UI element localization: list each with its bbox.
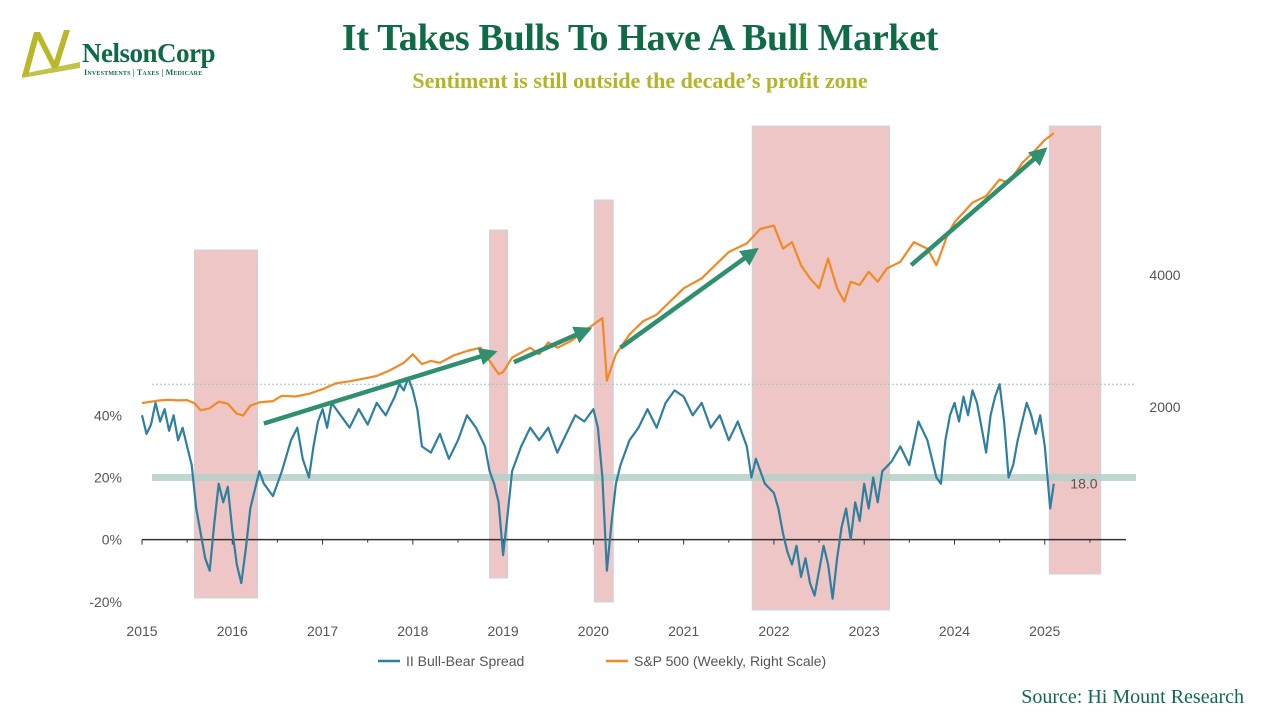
logo-tagline: Investments | Taxes | Medicare	[84, 68, 203, 77]
shaded-period	[751, 125, 890, 611]
shaded-period	[1048, 125, 1102, 575]
y-right-tick-label: 4000	[1149, 267, 1180, 283]
x-tick-label: 2017	[307, 623, 338, 639]
legend: II Bull-Bear Spread S&P 500 (Weekly, Righ…	[378, 653, 826, 669]
page-subtitle: Sentiment is still outside the decade’s …	[412, 68, 868, 93]
shaded-periods	[193, 125, 1102, 611]
x-tick-label: 2023	[849, 623, 880, 639]
x-tick-label: 2021	[668, 623, 699, 639]
latest-value-label: 18.0	[1070, 476, 1097, 492]
trend-arrow	[619, 247, 759, 350]
trend-arrows	[263, 147, 1048, 426]
x-tick-label: 2025	[1029, 623, 1060, 639]
x-tick-label: 2019	[488, 623, 519, 639]
source-note: Source: Hi Mount Research	[1021, 686, 1244, 708]
y-left-tick-label: 0%	[102, 532, 122, 548]
legend-label: S&P 500 (Weekly, Right Scale)	[634, 653, 826, 669]
trend-arrow	[263, 347, 498, 426]
bull-bear-spread-line	[140, 376, 1055, 600]
y-left-tick-label: 40%	[94, 407, 122, 423]
legend-label: II Bull-Bear Spread	[406, 653, 524, 669]
x-tick-label: 2015	[126, 623, 157, 639]
x-tick-label: 2020	[578, 623, 609, 639]
y-right-tick-label: 2000	[1149, 399, 1180, 415]
x-tick-label: 2024	[939, 623, 970, 639]
x-tick-label: 2016	[217, 623, 248, 639]
shaded-period	[593, 199, 614, 603]
y-axis-labels: 40% 20% 0% -20% 4000 2000	[89, 267, 1180, 610]
reference-lines	[142, 383, 1136, 541]
annotations: 18.0	[1070, 476, 1097, 492]
logo-name: NelsonCorp	[82, 38, 216, 68]
shaded-period	[489, 229, 509, 579]
company-logo: NelsonCorp Investments | Taxes | Medicar…	[20, 24, 235, 80]
y-left-tick-label: -20%	[89, 594, 122, 610]
page-title: It Takes Bulls To Have A Bull Market	[341, 17, 939, 59]
trend-arrow	[513, 326, 593, 365]
trend-arrow	[909, 147, 1048, 267]
y-left-tick-label: 20%	[94, 469, 122, 485]
logo-mark-icon	[22, 30, 80, 78]
x-tick-label: 2022	[758, 623, 789, 639]
x-axis: 2015 2016 2017 2018 2019 2020 2021 2022 2023 2024…	[126, 539, 1091, 639]
x-tick-label: 2018	[397, 623, 428, 639]
